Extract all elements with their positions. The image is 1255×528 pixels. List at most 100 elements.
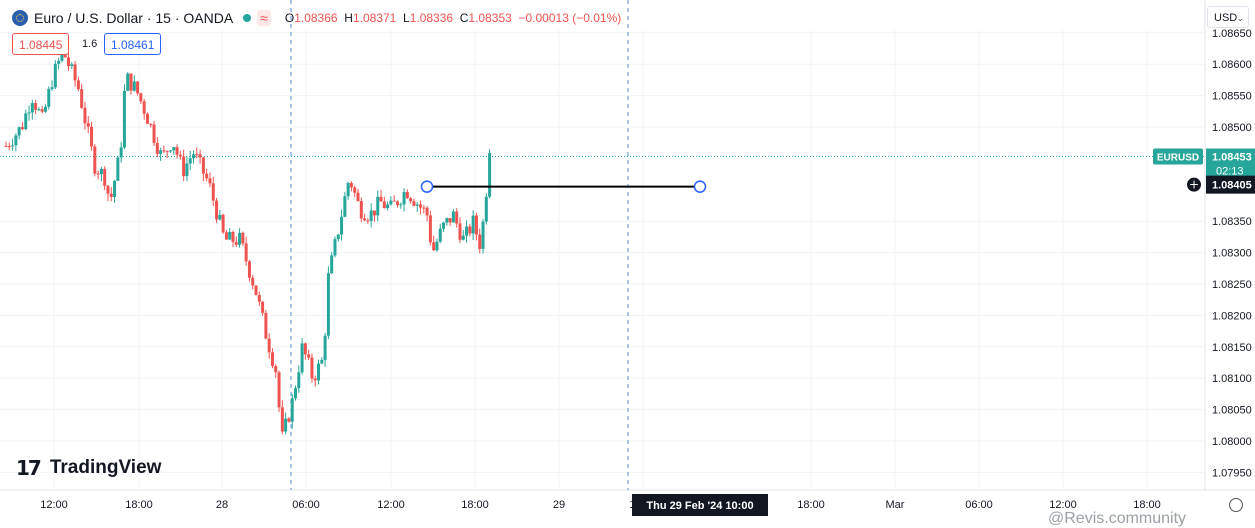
compare-wave-icon[interactable]: ≈	[257, 10, 271, 26]
candle-body	[231, 231, 235, 242]
candle-body	[129, 73, 133, 91]
candle-body	[445, 218, 449, 223]
candle-body	[172, 147, 176, 151]
candle-body	[471, 215, 475, 234]
candle-body	[136, 81, 140, 94]
countdown-label: 02:13	[1216, 166, 1244, 178]
candle-body	[290, 398, 294, 422]
candle-body	[53, 63, 57, 88]
candle-body	[303, 343, 307, 355]
candle-body	[349, 183, 353, 188]
symbol-title[interactable]: Euro / U.S. Dollar · 15 · OANDA	[34, 10, 234, 26]
sell-button[interactable]: 1.08445	[12, 33, 70, 55]
candle-body	[428, 215, 432, 243]
candle-body	[412, 201, 416, 206]
candle-body	[389, 200, 393, 205]
candle-body	[155, 142, 159, 154]
settings-icon[interactable]	[1229, 498, 1243, 512]
candle-body	[484, 196, 488, 222]
candle-body	[359, 201, 363, 219]
candle-body	[24, 113, 28, 130]
candle-body	[353, 187, 357, 193]
candle-body	[405, 192, 409, 199]
candle-body	[20, 127, 24, 130]
candle-body	[392, 200, 396, 202]
candle-body	[106, 185, 110, 194]
y-tick-label: 1.08200	[1212, 310, 1252, 322]
candle-body	[139, 93, 143, 102]
candle-body	[330, 255, 334, 274]
candle-body	[395, 201, 399, 206]
candle-body	[274, 365, 278, 373]
candle-body	[343, 196, 347, 217]
candle-body	[70, 64, 74, 66]
candle-body	[333, 239, 337, 256]
x-tick-label: 12:00	[40, 499, 68, 511]
candle-body	[244, 243, 248, 262]
candle-body	[297, 372, 301, 389]
candle-body	[109, 193, 113, 197]
candle-body	[323, 335, 327, 360]
candle-body	[326, 273, 330, 336]
open-value: 1.08366	[294, 11, 338, 25]
candle-body	[192, 154, 196, 159]
x-tick-label: 18:00	[125, 499, 153, 511]
candle-body	[221, 214, 225, 233]
candle-body	[264, 312, 268, 339]
candle-body	[205, 173, 209, 179]
trendline-handle-left	[420, 180, 434, 193]
close-value: 1.08353	[468, 11, 512, 25]
candle-body	[461, 235, 465, 240]
candle-body	[270, 352, 274, 366]
candle-body	[356, 192, 360, 202]
candle-body	[257, 295, 261, 302]
current-price-label: 1.08453	[1212, 152, 1252, 164]
x-tick-label: 29	[553, 499, 565, 511]
x-tick-label: Mar	[886, 499, 905, 511]
candle-body	[287, 418, 291, 422]
candle-body	[366, 220, 370, 222]
candle-body	[198, 154, 202, 158]
candle-body	[218, 214, 222, 220]
candle-body	[40, 109, 44, 112]
candle-body	[340, 216, 344, 235]
candle-body	[195, 154, 199, 156]
candle-body	[60, 52, 64, 61]
chevron-down-icon: ⌄	[1236, 13, 1244, 23]
candle-body	[442, 222, 446, 229]
current-price-tag	[1206, 148, 1255, 179]
candle-body	[336, 234, 340, 240]
candle-body	[488, 153, 492, 197]
candle-body	[419, 204, 423, 208]
currency-label: USD	[1214, 12, 1238, 24]
candle-body	[90, 126, 94, 147]
time-highlight-label: Thu 29 Feb '24 10:00	[646, 500, 753, 512]
currency-selector[interactable]: USD ⌄	[1207, 6, 1249, 28]
x-tick-label: 18:00	[797, 499, 825, 511]
candle-body	[43, 106, 47, 112]
candle-body	[132, 81, 136, 91]
y-tick-label: 1.08000	[1212, 436, 1252, 448]
candle-body	[451, 211, 455, 223]
candle-body	[122, 90, 126, 148]
y-tick-label: 1.08350	[1212, 216, 1252, 228]
candle-body	[37, 109, 41, 111]
candle-body	[103, 168, 107, 186]
candle-body	[300, 343, 304, 373]
candle-body	[399, 204, 403, 206]
candle-body	[11, 145, 15, 147]
candle-body	[211, 183, 215, 201]
candle-body	[57, 60, 61, 64]
candle-body	[50, 87, 54, 90]
candle-body	[159, 150, 163, 154]
candle-body	[80, 89, 84, 108]
y-tick-label: 1.08300	[1212, 248, 1252, 260]
candle-body	[178, 154, 182, 157]
buy-button[interactable]: 1.08461	[104, 33, 162, 55]
candle-body	[382, 201, 386, 209]
candle-body	[481, 221, 485, 249]
candle-body	[228, 231, 232, 240]
candle-body	[465, 226, 469, 236]
candle-body	[116, 157, 120, 181]
